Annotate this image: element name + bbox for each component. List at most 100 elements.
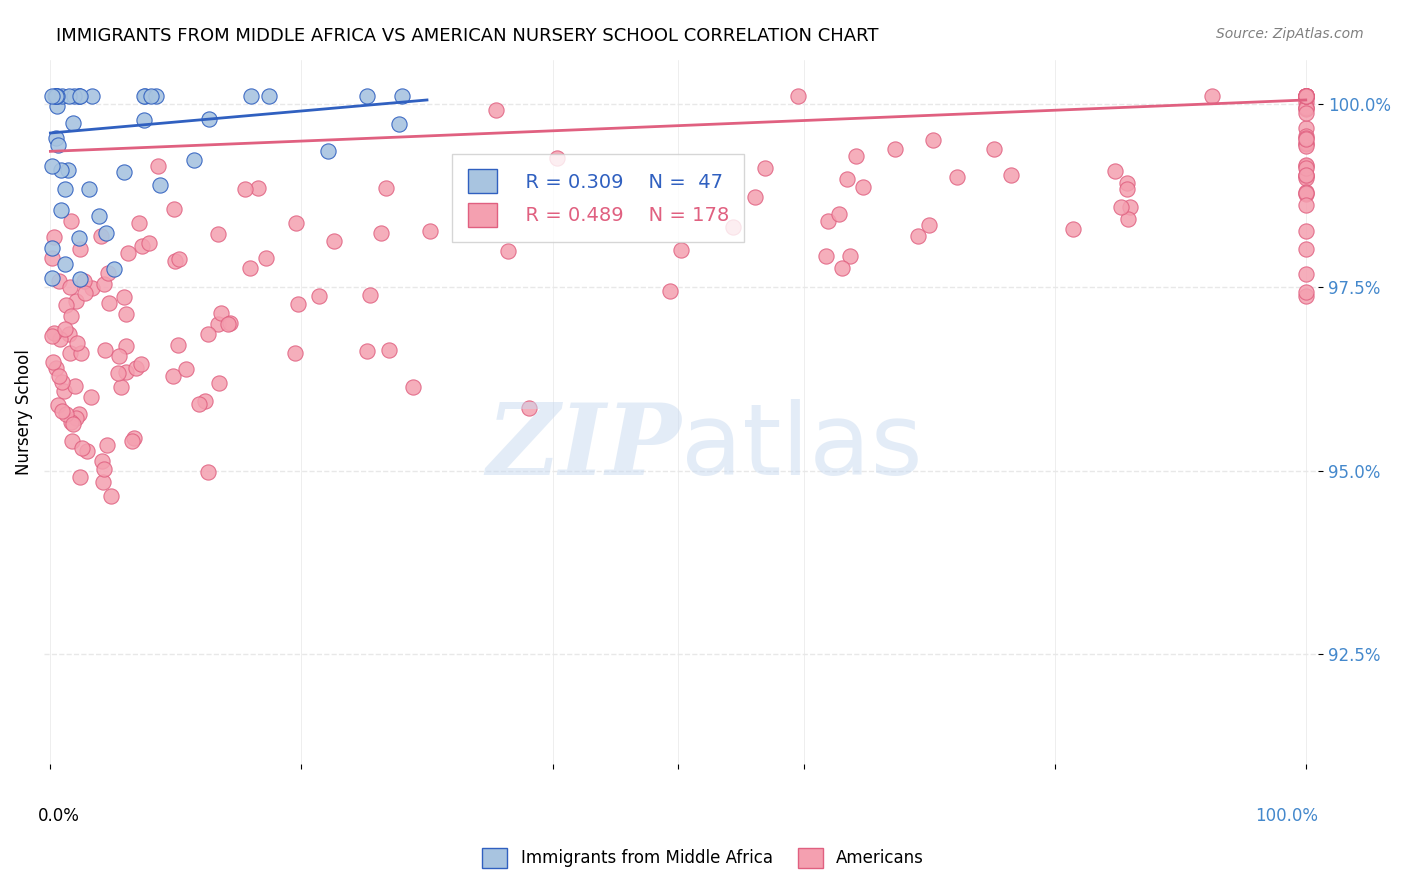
Point [1295,224,1317,238]
Point [983,142,1005,156]
Point [66,335,89,350]
Point [1295,185,1317,199]
Point [67,407,90,421]
Point [1295,89,1317,103]
Legend: Immigrants from Middle Africa, Americans: Immigrants from Middle Africa, Americans [475,841,931,875]
Point [1295,170,1317,185]
Point [174,362,197,376]
Point [49,332,72,346]
Point [470,171,492,186]
Point [59,214,82,228]
Point [117,246,139,260]
Point [52,384,75,398]
Point [62,116,84,130]
Point [1295,89,1317,103]
Point [65,411,87,425]
Point [817,214,839,228]
Text: IMMIGRANTS FROM MIDDLE AFRICA VS AMERICAN NURSERY SCHOOL CORRELATION CHART: IMMIGRANTS FROM MIDDLE AFRICA VS AMERICA… [56,27,879,45]
Point [1295,89,1317,103]
Point [112,164,135,178]
Point [835,172,858,186]
Point [815,249,838,263]
Point [41,89,63,103]
Point [97,266,120,280]
Point [194,394,217,409]
Point [41,329,63,343]
Point [945,169,967,184]
Point [41,251,63,265]
Point [1295,89,1317,103]
Point [284,216,307,230]
Point [51,376,73,390]
Point [1295,89,1317,103]
Point [1295,102,1317,116]
Point [197,465,219,479]
Text: ZIP: ZIP [486,399,681,495]
Point [207,227,229,241]
Point [53,257,76,271]
Point [1295,89,1317,103]
Point [41,271,63,285]
Point [167,252,190,267]
Point [62,89,84,103]
Point [907,229,929,244]
Point [1295,89,1317,103]
Point [391,89,413,103]
Point [138,235,160,250]
Point [141,89,163,103]
Point [148,159,170,173]
Point [67,89,90,103]
Point [45,99,67,113]
Point [96,226,118,240]
Point [69,242,91,256]
Point [219,316,242,330]
Point [1000,168,1022,182]
Point [46,137,69,152]
Point [56,162,79,177]
Point [1295,139,1317,153]
Point [1115,181,1137,195]
Point [73,285,96,300]
Point [1295,89,1317,103]
Point [254,252,277,266]
Point [1295,198,1317,212]
Point [42,230,65,244]
Point [121,434,143,448]
Point [69,271,91,285]
Point [1295,95,1317,109]
Point [1295,186,1317,200]
Point [356,89,378,103]
Point [70,441,93,455]
Point [124,432,146,446]
Point [517,401,540,416]
Point [163,202,186,216]
Point [721,219,744,234]
Point [209,306,232,320]
Point [94,343,117,357]
Point [187,397,209,411]
Point [546,151,568,165]
Point [59,345,82,359]
Point [208,376,231,390]
Point [1295,89,1317,103]
Point [197,326,219,341]
Point [51,404,73,418]
Point [163,254,186,268]
Point [1119,200,1142,214]
Point [46,89,69,103]
Point [149,178,172,192]
Point [60,434,83,448]
Point [1295,169,1317,183]
Point [132,113,155,128]
Point [91,454,114,468]
Point [1295,106,1317,120]
Text: 100.0%: 100.0% [1256,806,1319,824]
Point [918,219,941,233]
Point [378,343,401,358]
Point [207,317,229,331]
Point [1295,289,1317,303]
Point [51,163,73,178]
Point [356,343,378,358]
Point [308,289,330,303]
Point [496,244,519,258]
